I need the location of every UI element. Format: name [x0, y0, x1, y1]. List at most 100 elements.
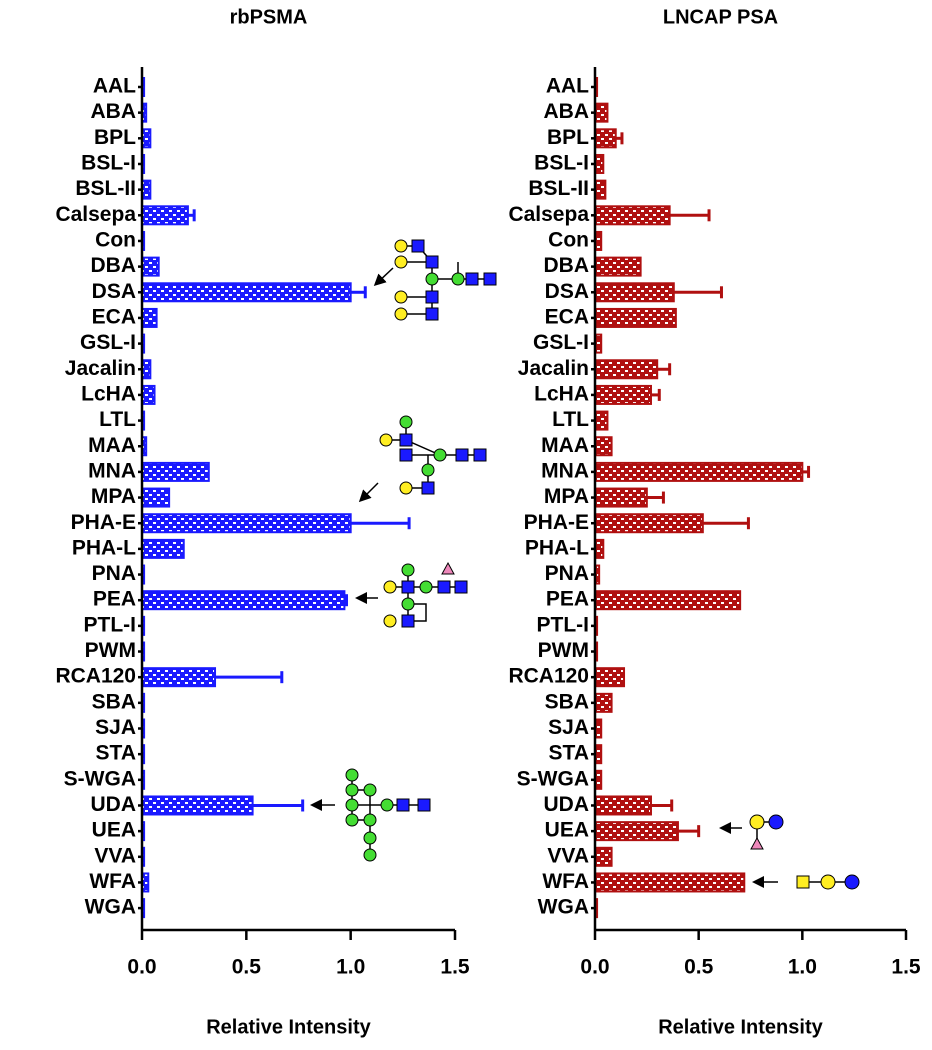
- bar: [594, 205, 671, 226]
- y-tick-label: PNA: [545, 562, 589, 585]
- y-tick-label: PWM: [85, 639, 136, 662]
- bar: [594, 692, 613, 713]
- y-tick-label: SBA: [545, 690, 589, 713]
- y-tick-label: UDA: [544, 793, 590, 816]
- bar: [594, 436, 613, 457]
- bar: [141, 513, 352, 534]
- x-tick-label: 1.5: [440, 956, 470, 979]
- y-tick-label: DBA: [544, 254, 590, 277]
- y-tick-label: MNA: [88, 459, 136, 482]
- y-tick-label: LTL: [552, 408, 589, 431]
- y-tick-label: S-WGA: [64, 767, 136, 790]
- x-axis-label: Relative Intensity: [206, 1016, 371, 1038]
- bar: [594, 590, 742, 611]
- bar: [594, 256, 642, 277]
- y-tick-label: MPA: [544, 485, 589, 508]
- y-tick-label: WGA: [85, 896, 136, 919]
- y-tick-label: BSL-II: [528, 177, 589, 200]
- y-tick-label: BSL-I: [534, 152, 589, 175]
- y-tick-label: WGA: [538, 896, 589, 919]
- y-tick-label: STA: [96, 742, 136, 765]
- bar: [594, 282, 675, 303]
- y-tick-label: MAA: [88, 434, 136, 457]
- x-tick-label: 0.0: [127, 956, 156, 979]
- y-tick-label: Calsepa: [508, 203, 589, 226]
- glycan-illustrations: [310, 239, 860, 890]
- x-tick-label: 1.0: [788, 956, 817, 979]
- y-tick-label: PEA: [546, 588, 589, 611]
- bar: [594, 102, 609, 123]
- y-tick-label: SJA: [95, 716, 136, 739]
- y-tick-label: PNA: [92, 562, 136, 585]
- bar: [141, 205, 189, 226]
- y-tick-label: LcHA: [81, 382, 136, 405]
- y-tick-label: VVA: [547, 844, 589, 867]
- bar: [141, 384, 156, 405]
- y-tick-label: DSA: [545, 280, 589, 303]
- y-tick-label: Calsepa: [55, 203, 136, 226]
- bar: [594, 307, 677, 328]
- bar: [594, 846, 613, 867]
- bar: [594, 487, 648, 508]
- bar: [594, 384, 652, 405]
- y-tick-label: UEA: [545, 819, 589, 842]
- bar: [594, 128, 617, 149]
- y-tick-label: AAL: [546, 75, 589, 98]
- bar: [594, 410, 609, 431]
- bar: [141, 461, 210, 482]
- y-tick-label: DSA: [92, 280, 136, 303]
- y-tick-label: ECA: [545, 305, 589, 328]
- bar: [594, 513, 704, 534]
- y-tick-label: GSL-I: [533, 331, 589, 354]
- bar: [594, 667, 626, 688]
- y-tick-label: MPA: [91, 485, 136, 508]
- y-tick-label: BSL-I: [81, 152, 136, 175]
- y-tick-label: BPL: [547, 126, 589, 149]
- y-tick-label: STA: [549, 742, 589, 765]
- bar: [141, 795, 254, 816]
- y-tick-label: Con: [548, 229, 589, 252]
- y-tick-label: AAL: [93, 75, 136, 98]
- y-tick-label: PHA-E: [524, 511, 589, 534]
- x-tick-label: 0.5: [232, 956, 262, 979]
- bar: [141, 538, 185, 559]
- bar: [594, 179, 607, 200]
- y-tick-label: PEA: [93, 588, 136, 611]
- bar: [141, 487, 171, 508]
- y-tick-label: BSL-II: [75, 177, 136, 200]
- y-tick-label: GSL-I: [80, 331, 136, 354]
- y-tick-label: RCA120: [508, 665, 589, 688]
- y-tick-label: WFA: [542, 870, 589, 893]
- y-tick-label: Jacalin: [518, 357, 589, 380]
- bar: [141, 307, 158, 328]
- bar: [594, 795, 652, 816]
- x-tick-label: 0.5: [684, 956, 714, 979]
- bar: [594, 461, 804, 482]
- y-tick-label: BPL: [94, 126, 136, 149]
- y-tick-label: DBA: [91, 254, 137, 277]
- bar: [141, 282, 352, 303]
- y-tick-label: ABA: [544, 100, 590, 123]
- bar: [141, 359, 152, 380]
- y-tick-label: PHA-L: [72, 536, 136, 559]
- y-tick-label: UEA: [92, 819, 136, 842]
- x-tick-label: 1.5: [891, 956, 921, 979]
- bar: [141, 667, 217, 688]
- x-tick-label: 1.0: [336, 956, 365, 979]
- y-tick-label: WFA: [89, 870, 136, 893]
- bar: [594, 359, 659, 380]
- y-tick-label: ABA: [91, 100, 137, 123]
- y-tick-label: MAA: [541, 434, 589, 457]
- y-tick-label: MNA: [541, 459, 589, 482]
- bar: [594, 821, 679, 842]
- y-tick-label: S-WGA: [517, 767, 589, 790]
- y-tick-label: PTL-I: [537, 613, 590, 636]
- y-tick-label: UDA: [91, 793, 137, 816]
- y-tick-label: Jacalin: [65, 357, 136, 380]
- y-tick-label: SBA: [92, 690, 136, 713]
- y-tick-label: Con: [95, 229, 136, 252]
- y-tick-label: ECA: [92, 305, 136, 328]
- y-tick-label: VVA: [94, 844, 136, 867]
- chart-title: rbPSMA: [230, 6, 308, 28]
